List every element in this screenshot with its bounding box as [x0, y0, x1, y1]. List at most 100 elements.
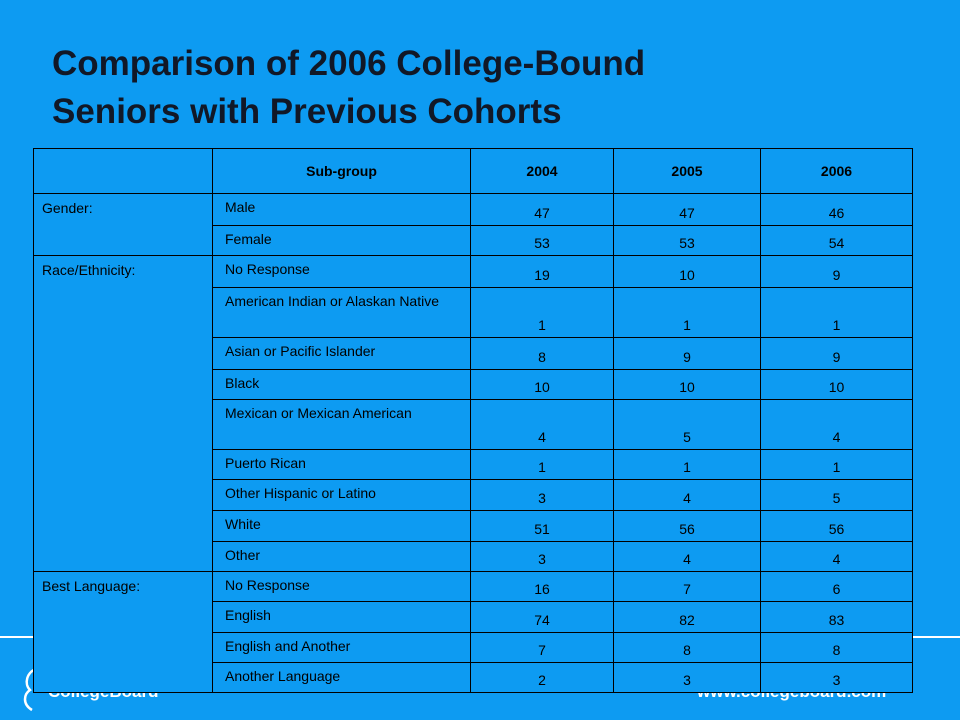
subgroup-text: American Indian or Alaskan Native — [225, 293, 439, 309]
table-row: Best Language: No Response 16 7 6 — [33, 571, 913, 693]
value-cell: 8 — [613, 632, 761, 663]
value-text: 3 — [538, 551, 546, 567]
value-cell: 47 — [470, 193, 614, 226]
value-text: 4 — [683, 551, 691, 567]
subgroup-text: English and Another — [225, 638, 351, 654]
table-row: Black 10 10 10 — [34, 369, 913, 400]
value-text: 74 — [534, 612, 550, 628]
value-text: 82 — [679, 612, 695, 628]
value-cell: 83 — [760, 601, 913, 633]
header-cell: Sub-group — [212, 148, 471, 194]
value-cell: 4 — [760, 399, 913, 450]
subgroup-text: Male — [225, 199, 256, 215]
table-row: Race/Ethnicity: No Response 19 10 9 — [33, 255, 913, 572]
subgroup-text: Asian or Pacific Islander — [225, 343, 376, 359]
subgroup-cell: White — [212, 510, 471, 542]
value-text: 16 — [534, 581, 550, 597]
value-text: 9 — [683, 349, 691, 365]
value-cell: 53 — [613, 225, 761, 256]
value-text: 10 — [534, 379, 550, 395]
table-row: English and Another 7 8 8 — [34, 632, 913, 663]
value-cell: 1 — [470, 287, 614, 338]
value-text: 83 — [828, 612, 845, 628]
value-cell: 5 — [760, 479, 913, 511]
value-cell: 4 — [613, 479, 761, 511]
subgroup-cell: No Response — [212, 255, 471, 288]
value-cell: 10 — [760, 369, 913, 400]
value-text: 56 — [828, 521, 845, 537]
value-cell: 5 — [613, 399, 761, 450]
subgroup-cell: Another Language — [212, 662, 471, 693]
subgroup-text: White — [225, 516, 261, 532]
subgroup-cell: English and Another — [212, 632, 471, 663]
subgroup-text: Mexican or Mexican American — [225, 405, 412, 421]
value-cell: 9 — [760, 255, 913, 288]
value-cell: 7 — [613, 571, 761, 602]
value-text: 4 — [832, 429, 841, 445]
subgroup-cell: Mexican or Mexican American — [212, 399, 471, 450]
value-cell: 3 — [760, 662, 913, 693]
value-text: 1 — [683, 317, 691, 333]
value-text: 56 — [679, 521, 695, 537]
value-cell: 1 — [613, 449, 761, 480]
subgroup-text: Another Language — [225, 668, 341, 684]
subgroup-cell: Other Hispanic or Latino — [212, 479, 471, 511]
subgroup-cell: Puerto Rican — [212, 449, 471, 480]
value-text: 3 — [683, 672, 691, 688]
value-cell: 10 — [613, 369, 761, 400]
subgroup-text: Puerto Rican — [225, 455, 306, 471]
subgroup-text: Female — [225, 231, 272, 247]
value-text: 1 — [832, 459, 841, 475]
value-cell: 10 — [470, 369, 614, 400]
value-cell: 47 — [613, 193, 761, 226]
value-text: 9 — [832, 349, 841, 365]
subgroup-text: Black — [225, 375, 260, 391]
value-cell: 9 — [760, 337, 913, 370]
value-cell: 1 — [470, 449, 614, 480]
value-text: 1 — [538, 459, 546, 475]
value-text: 5 — [832, 490, 841, 506]
group-label: Best Language: — [33, 571, 213, 693]
value-text: 53 — [534, 235, 550, 251]
value-text: 47 — [679, 205, 695, 221]
table-row: White 51 56 56 — [34, 510, 913, 542]
subgroup-cell: Female — [212, 225, 471, 256]
subgroup-cell: Black — [212, 369, 471, 400]
value-cell: 19 — [470, 255, 614, 288]
value-cell: 82 — [613, 601, 761, 633]
subgroup-cell: English — [212, 601, 471, 633]
data-table: Sub-group 2004 2005 2006 Gender: Male 47 47 46 Fe… — [33, 148, 913, 693]
value-text: 2 — [538, 672, 546, 688]
value-text: 10 — [679, 267, 695, 283]
subgroup-cell: No Response — [212, 571, 471, 602]
value-text: 46 — [828, 205, 845, 221]
value-text: 1 — [832, 317, 841, 333]
table-row: American Indian or Alaskan Native 1 1 1 — [34, 287, 913, 338]
value-cell: 9 — [613, 337, 761, 370]
value-cell: 16 — [470, 571, 614, 602]
logo-mark — [23, 666, 39, 712]
value-cell: 1 — [613, 287, 761, 338]
group-label: Gender: — [33, 193, 213, 256]
value-text: 9 — [832, 267, 841, 283]
value-cell: 4 — [760, 541, 913, 572]
value-text: 4 — [683, 490, 691, 506]
value-text: 51 — [534, 521, 550, 537]
subgroup-cell: Other — [212, 541, 471, 572]
value-cell: 6 — [760, 571, 913, 602]
value-text: 8 — [832, 642, 841, 658]
value-cell: 10 — [613, 255, 761, 288]
header-row: Sub-group 2004 2005 2006 — [33, 148, 913, 194]
value-cell: 1 — [760, 449, 913, 480]
value-text: 3 — [832, 672, 841, 688]
value-cell: 3 — [470, 541, 614, 572]
table-row: Mexican or Mexican American 4 5 4 — [34, 399, 913, 450]
value-cell: 56 — [613, 510, 761, 542]
value-cell: 3 — [470, 479, 614, 511]
value-text: 47 — [534, 205, 550, 221]
header-cell: 2004 — [470, 148, 614, 194]
value-text: 5 — [683, 429, 691, 445]
header-cell: 2005 — [613, 148, 761, 194]
value-text: 1 — [683, 459, 691, 475]
